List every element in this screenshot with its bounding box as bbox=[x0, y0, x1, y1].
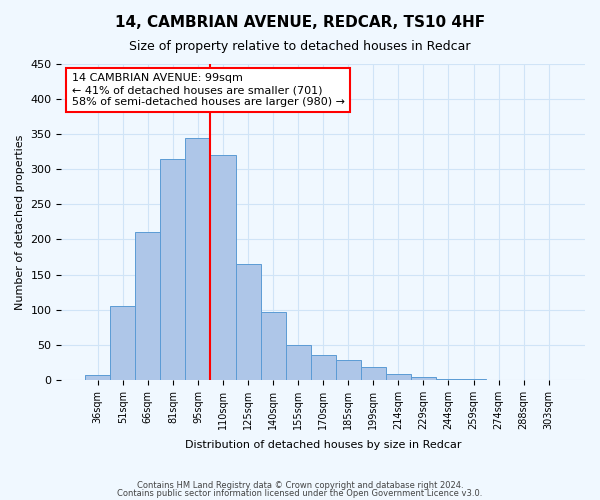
Bar bbox=[336, 360, 361, 380]
Text: 14 CAMBRIAN AVENUE: 99sqm
← 41% of detached houses are smaller (701)
58% of semi: 14 CAMBRIAN AVENUE: 99sqm ← 41% of detac… bbox=[72, 74, 345, 106]
Bar bbox=[185, 138, 211, 380]
Bar bbox=[236, 264, 260, 380]
Y-axis label: Number of detached properties: Number of detached properties bbox=[15, 134, 25, 310]
Bar bbox=[136, 232, 160, 380]
X-axis label: Distribution of detached houses by size in Redcar: Distribution of detached houses by size … bbox=[185, 440, 461, 450]
Bar bbox=[260, 312, 286, 380]
Bar bbox=[286, 344, 311, 380]
Text: Contains public sector information licensed under the Open Government Licence v3: Contains public sector information licen… bbox=[118, 488, 482, 498]
Bar bbox=[85, 375, 110, 380]
Bar bbox=[411, 377, 436, 380]
Bar bbox=[311, 355, 336, 380]
Bar bbox=[211, 155, 236, 380]
Bar bbox=[436, 379, 461, 380]
Bar bbox=[110, 306, 136, 380]
Text: Size of property relative to detached houses in Redcar: Size of property relative to detached ho… bbox=[129, 40, 471, 53]
Bar bbox=[361, 367, 386, 380]
Bar bbox=[386, 374, 411, 380]
Bar bbox=[461, 379, 486, 380]
Text: Contains HM Land Registry data © Crown copyright and database right 2024.: Contains HM Land Registry data © Crown c… bbox=[137, 481, 463, 490]
Bar bbox=[160, 158, 185, 380]
Text: 14, CAMBRIAN AVENUE, REDCAR, TS10 4HF: 14, CAMBRIAN AVENUE, REDCAR, TS10 4HF bbox=[115, 15, 485, 30]
